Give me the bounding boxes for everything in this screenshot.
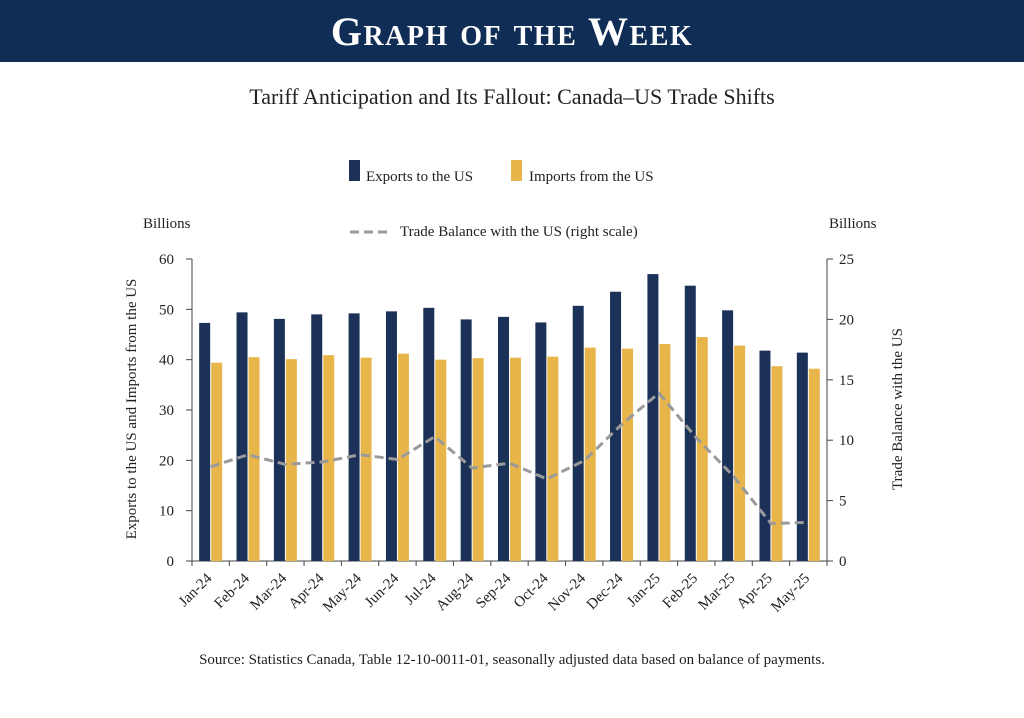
bar-exports <box>498 316 509 561</box>
bar-exports <box>348 313 360 561</box>
legend: Exports to the US Imports from the US Tr… <box>349 160 654 240</box>
bar-exports <box>236 312 248 561</box>
x-axis-tick-label: Jan-24 <box>176 570 216 610</box>
bar-imports <box>808 368 820 561</box>
bar-exports <box>311 314 323 561</box>
left-axis-tick-label: 50 <box>159 302 174 318</box>
x-axis-tick-label: Feb-24 <box>211 570 253 612</box>
left-axis-tick-label: 30 <box>159 403 174 419</box>
left-axis-title: Exports to the US and Imports from the U… <box>124 279 140 540</box>
left-axis-tick-label: 0 <box>167 554 175 570</box>
x-axis-tick-label: Aug-24 <box>433 570 477 614</box>
bar-exports <box>684 285 696 561</box>
bar-exports <box>460 319 472 561</box>
bar-imports <box>510 357 521 561</box>
bar-imports <box>248 357 260 561</box>
right-axis-unit: Billions <box>829 216 877 232</box>
x-axis-tick-label: Nov-24 <box>545 570 589 614</box>
chart-title: Tariff Anticipation and Its Fallout: Can… <box>249 84 775 109</box>
bar-exports <box>385 311 397 561</box>
bar-imports <box>622 348 634 561</box>
left-axis-tick-label: 60 <box>159 252 174 268</box>
x-axis-tick-label: Dec-24 <box>584 570 627 613</box>
bar-imports <box>211 362 223 561</box>
bar-exports <box>572 305 584 561</box>
x-axis-tick-label: Sep-24 <box>473 570 515 612</box>
bar-exports <box>273 318 285 561</box>
legend-label-balance: Trade Balance with the US (right scale) <box>400 224 638 240</box>
bar-exports <box>647 274 659 561</box>
bar-imports <box>547 356 559 561</box>
left-axis-tick-label: 20 <box>159 453 174 469</box>
x-axis-tick-label: Feb-25 <box>660 571 701 612</box>
x-axis-tick-label: Oct-24 <box>511 570 552 611</box>
right-axis-tick-label: 25 <box>839 252 854 268</box>
x-axis-tick-label: Mar-24 <box>247 570 290 613</box>
bar-imports <box>771 366 783 561</box>
right-axis-tick-label: 15 <box>839 373 854 389</box>
right-axis-tick-label: 10 <box>839 433 854 449</box>
x-axis-tick-label: Mar-25 <box>696 571 739 614</box>
x-axis-tick-label: May-25 <box>768 571 813 616</box>
left-axis-unit: Billions <box>143 216 191 232</box>
x-axis-tick-label: Jan-25 <box>624 571 664 611</box>
bar-exports <box>423 307 435 561</box>
legend-swatch-exports <box>349 160 360 181</box>
right-axis-title: Trade Balance with the US <box>890 328 906 490</box>
bar-imports <box>696 337 708 561</box>
bar-imports <box>285 359 297 561</box>
bar-exports <box>796 352 808 561</box>
plot-area: 01020304050600510152025Jan-24Feb-24Mar-2… <box>159 252 854 615</box>
x-axis-tick-label: Jun-24 <box>362 570 403 611</box>
bar-imports <box>323 355 335 561</box>
bar-exports <box>610 291 622 561</box>
banner: Graph of the Week <box>0 0 1024 62</box>
bar-exports <box>535 322 547 561</box>
source-note: Source: Statistics Canada, Table 12-10-0… <box>199 652 825 668</box>
bar-imports <box>659 344 671 561</box>
bar-imports <box>472 358 484 561</box>
right-axis-tick-label: 20 <box>839 312 854 328</box>
right-axis-tick-label: 5 <box>839 494 847 510</box>
bar-exports <box>199 322 211 561</box>
legend-swatch-imports <box>511 160 522 181</box>
legend-label-imports: Imports from the US <box>529 169 654 185</box>
bar-exports <box>722 310 734 561</box>
banner-title: Graph of the Week <box>330 8 694 54</box>
bar-imports <box>435 359 447 561</box>
bar-exports <box>759 350 771 561</box>
bar-imports <box>734 345 746 561</box>
trade-balance-line <box>210 391 809 526</box>
right-axis-tick-label: 0 <box>839 554 847 570</box>
left-axis-tick-label: 40 <box>159 353 174 369</box>
x-axis-tick-label: May-24 <box>320 570 365 615</box>
bar-imports <box>360 357 372 561</box>
legend-label-exports: Exports to the US <box>366 169 473 185</box>
left-axis-tick-label: 10 <box>159 504 174 520</box>
